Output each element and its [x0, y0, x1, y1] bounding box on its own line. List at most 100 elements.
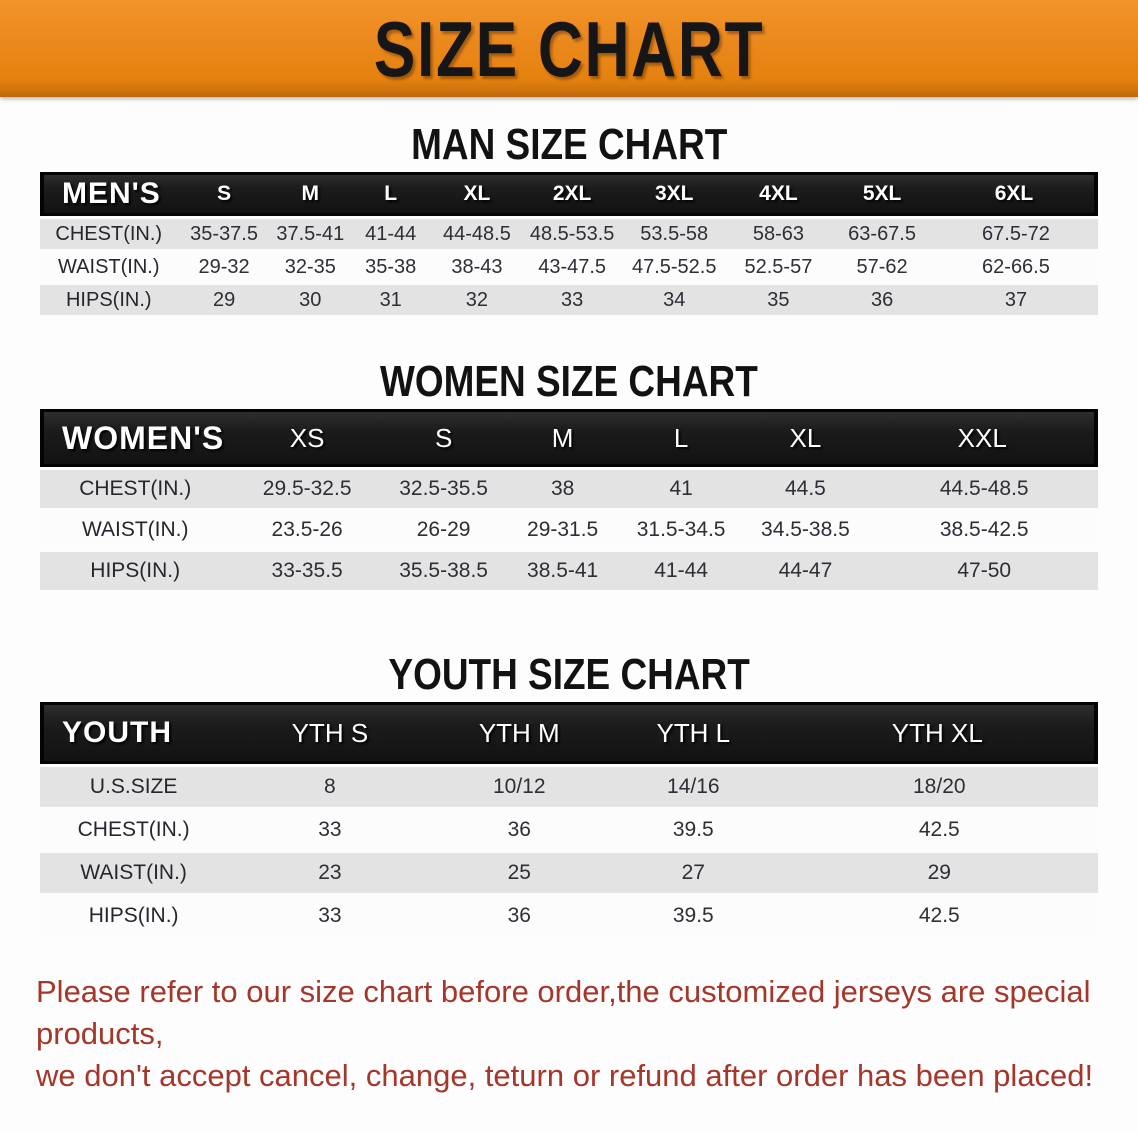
table-row: WAIST(IN.) 23 25 27 29: [40, 853, 1098, 893]
data-cell: 38-43: [431, 252, 523, 282]
women-col-header: XL: [740, 409, 871, 467]
youth-size-table: YOUTH YTH S YTH M YTH L YTH XL U.S.SIZE …: [40, 699, 1098, 939]
data-cell: 36: [432, 810, 607, 850]
youth-col-header: YTH XL: [780, 702, 1098, 764]
data-cell: 38.5-41: [503, 552, 622, 590]
row-label: HIPS(IN.): [40, 552, 231, 590]
row-label: HIPS(IN.): [40, 285, 178, 315]
data-cell: 26-29: [383, 511, 504, 549]
data-cell: 44.5: [740, 470, 871, 508]
data-cell: 23: [227, 853, 433, 893]
data-cell: 63-67.5: [830, 219, 934, 249]
table-row: WAIST(IN.) 23.5-26 26-29 29-31.5 31.5-34…: [40, 511, 1098, 549]
women-corner-label: WOMEN'S: [40, 409, 231, 467]
row-label: U.S.SIZE: [40, 767, 228, 807]
youth-section-heading-text: YOUTH SIZE CHART: [388, 650, 750, 699]
data-cell: 34: [621, 285, 727, 315]
data-cell: 47.5-52.5: [621, 252, 727, 282]
women-col-header: XS: [230, 409, 384, 467]
data-cell: 57-62: [830, 252, 934, 282]
man-col-header: XL: [431, 172, 523, 216]
data-cell: 53.5-58: [621, 219, 727, 249]
data-cell: 30: [270, 285, 350, 315]
data-cell: 42.5: [780, 896, 1098, 936]
row-label: CHEST(IN.): [40, 470, 231, 508]
data-cell: 41-44: [349, 219, 432, 249]
data-cell: 37.5-41: [270, 219, 350, 249]
data-cell: 29-31.5: [503, 511, 622, 549]
data-cell: 8: [227, 767, 433, 807]
data-cell: 35-37.5: [177, 219, 271, 249]
row-label: WAIST(IN.): [40, 511, 231, 549]
banner-title: SIZE CHART: [373, 4, 765, 93]
data-cell: 52.5-57: [726, 252, 831, 282]
data-cell: 34.5-38.5: [740, 511, 871, 549]
data-cell: 58-63: [726, 219, 831, 249]
man-col-header: L: [349, 172, 432, 216]
women-col-header: S: [383, 409, 504, 467]
data-cell: 33-35.5: [230, 552, 384, 590]
data-cell: 29: [177, 285, 271, 315]
data-cell: 35-38: [349, 252, 432, 282]
women-header-row: WOMEN'S XS S M L XL XXL: [40, 409, 1098, 467]
data-cell: 18/20: [780, 767, 1098, 807]
table-row: CHEST(IN.) 33 36 39.5 42.5: [40, 810, 1098, 850]
row-label: CHEST(IN.): [40, 219, 178, 249]
data-cell: 38.5-42.5: [870, 511, 1098, 549]
youth-header-row: YOUTH YTH S YTH M YTH L YTH XL: [40, 702, 1098, 764]
man-section-heading: MAN SIZE CHART: [0, 121, 1138, 169]
data-cell: 27: [606, 853, 781, 893]
youth-corner-label: YOUTH: [40, 702, 228, 764]
data-cell: 29-32: [177, 252, 271, 282]
table-row: HIPS(IN.) 33-35.5 35.5-38.5 38.5-41 41-4…: [40, 552, 1098, 590]
man-col-header: 3XL: [621, 172, 727, 216]
data-cell: 44-48.5: [431, 219, 523, 249]
data-cell: 32.5-35.5: [383, 470, 504, 508]
data-cell: 41-44: [621, 552, 741, 590]
data-cell: 10/12: [432, 767, 607, 807]
man-col-header: 6XL: [933, 172, 1098, 216]
data-cell: 32-35: [270, 252, 350, 282]
table-row: HIPS(IN.) 29 30 31 32 33 34 35 36 37: [40, 285, 1098, 315]
data-cell: 48.5-53.5: [522, 219, 622, 249]
table-row: CHEST(IN.) 29.5-32.5 32.5-35.5 38 41 44.…: [40, 470, 1098, 508]
footer-note-line2: we don't accept cancel, change, teturn o…: [36, 1058, 1094, 1093]
data-cell: 31: [349, 285, 432, 315]
women-col-header: M: [503, 409, 622, 467]
row-label: CHEST(IN.): [40, 810, 228, 850]
man-size-table: MEN'S S M L XL 2XL 3XL 4XL 5XL 6XL CHEST…: [40, 169, 1098, 318]
data-cell: 25: [432, 853, 607, 893]
women-section-heading: WOMEN SIZE CHART: [0, 358, 1138, 406]
data-cell: 35: [726, 285, 831, 315]
data-cell: 62-66.5: [933, 252, 1098, 282]
data-cell: 33: [227, 896, 433, 936]
data-cell: 33: [522, 285, 622, 315]
man-corner-label: MEN'S: [40, 172, 178, 216]
youth-col-header: YTH L: [606, 702, 781, 764]
footer-note-line1: Please refer to our size chart before or…: [36, 974, 1091, 1051]
man-col-header: 4XL: [726, 172, 831, 216]
data-cell: 36: [432, 896, 607, 936]
women-col-header: XXL: [870, 409, 1098, 467]
man-col-header: M: [270, 172, 350, 216]
man-header-row: MEN'S S M L XL 2XL 3XL 4XL 5XL 6XL: [40, 172, 1098, 216]
data-cell: 23.5-26: [230, 511, 384, 549]
footer-note: Please refer to our size chart before or…: [0, 971, 1138, 1097]
man-section-heading-text: MAN SIZE CHART: [410, 120, 728, 169]
youth-col-header: YTH M: [432, 702, 607, 764]
data-cell: 39.5: [606, 810, 781, 850]
women-section-heading-text: WOMEN SIZE CHART: [380, 357, 758, 406]
table-row: CHEST(IN.) 35-37.5 37.5-41 41-44 44-48.5…: [40, 219, 1098, 249]
data-cell: 14/16: [606, 767, 781, 807]
man-col-header: 5XL: [830, 172, 934, 216]
data-cell: 35.5-38.5: [383, 552, 504, 590]
row-label: WAIST(IN.): [40, 252, 178, 282]
data-cell: 33: [227, 810, 433, 850]
data-cell: 38: [503, 470, 622, 508]
data-cell: 29.5-32.5: [230, 470, 384, 508]
youth-section-heading: YOUTH SIZE CHART: [0, 651, 1138, 699]
women-size-table: WOMEN'S XS S M L XL XXL CHEST(IN.) 29.5-…: [40, 406, 1098, 593]
row-label: WAIST(IN.): [40, 853, 228, 893]
data-cell: 29: [780, 853, 1098, 893]
